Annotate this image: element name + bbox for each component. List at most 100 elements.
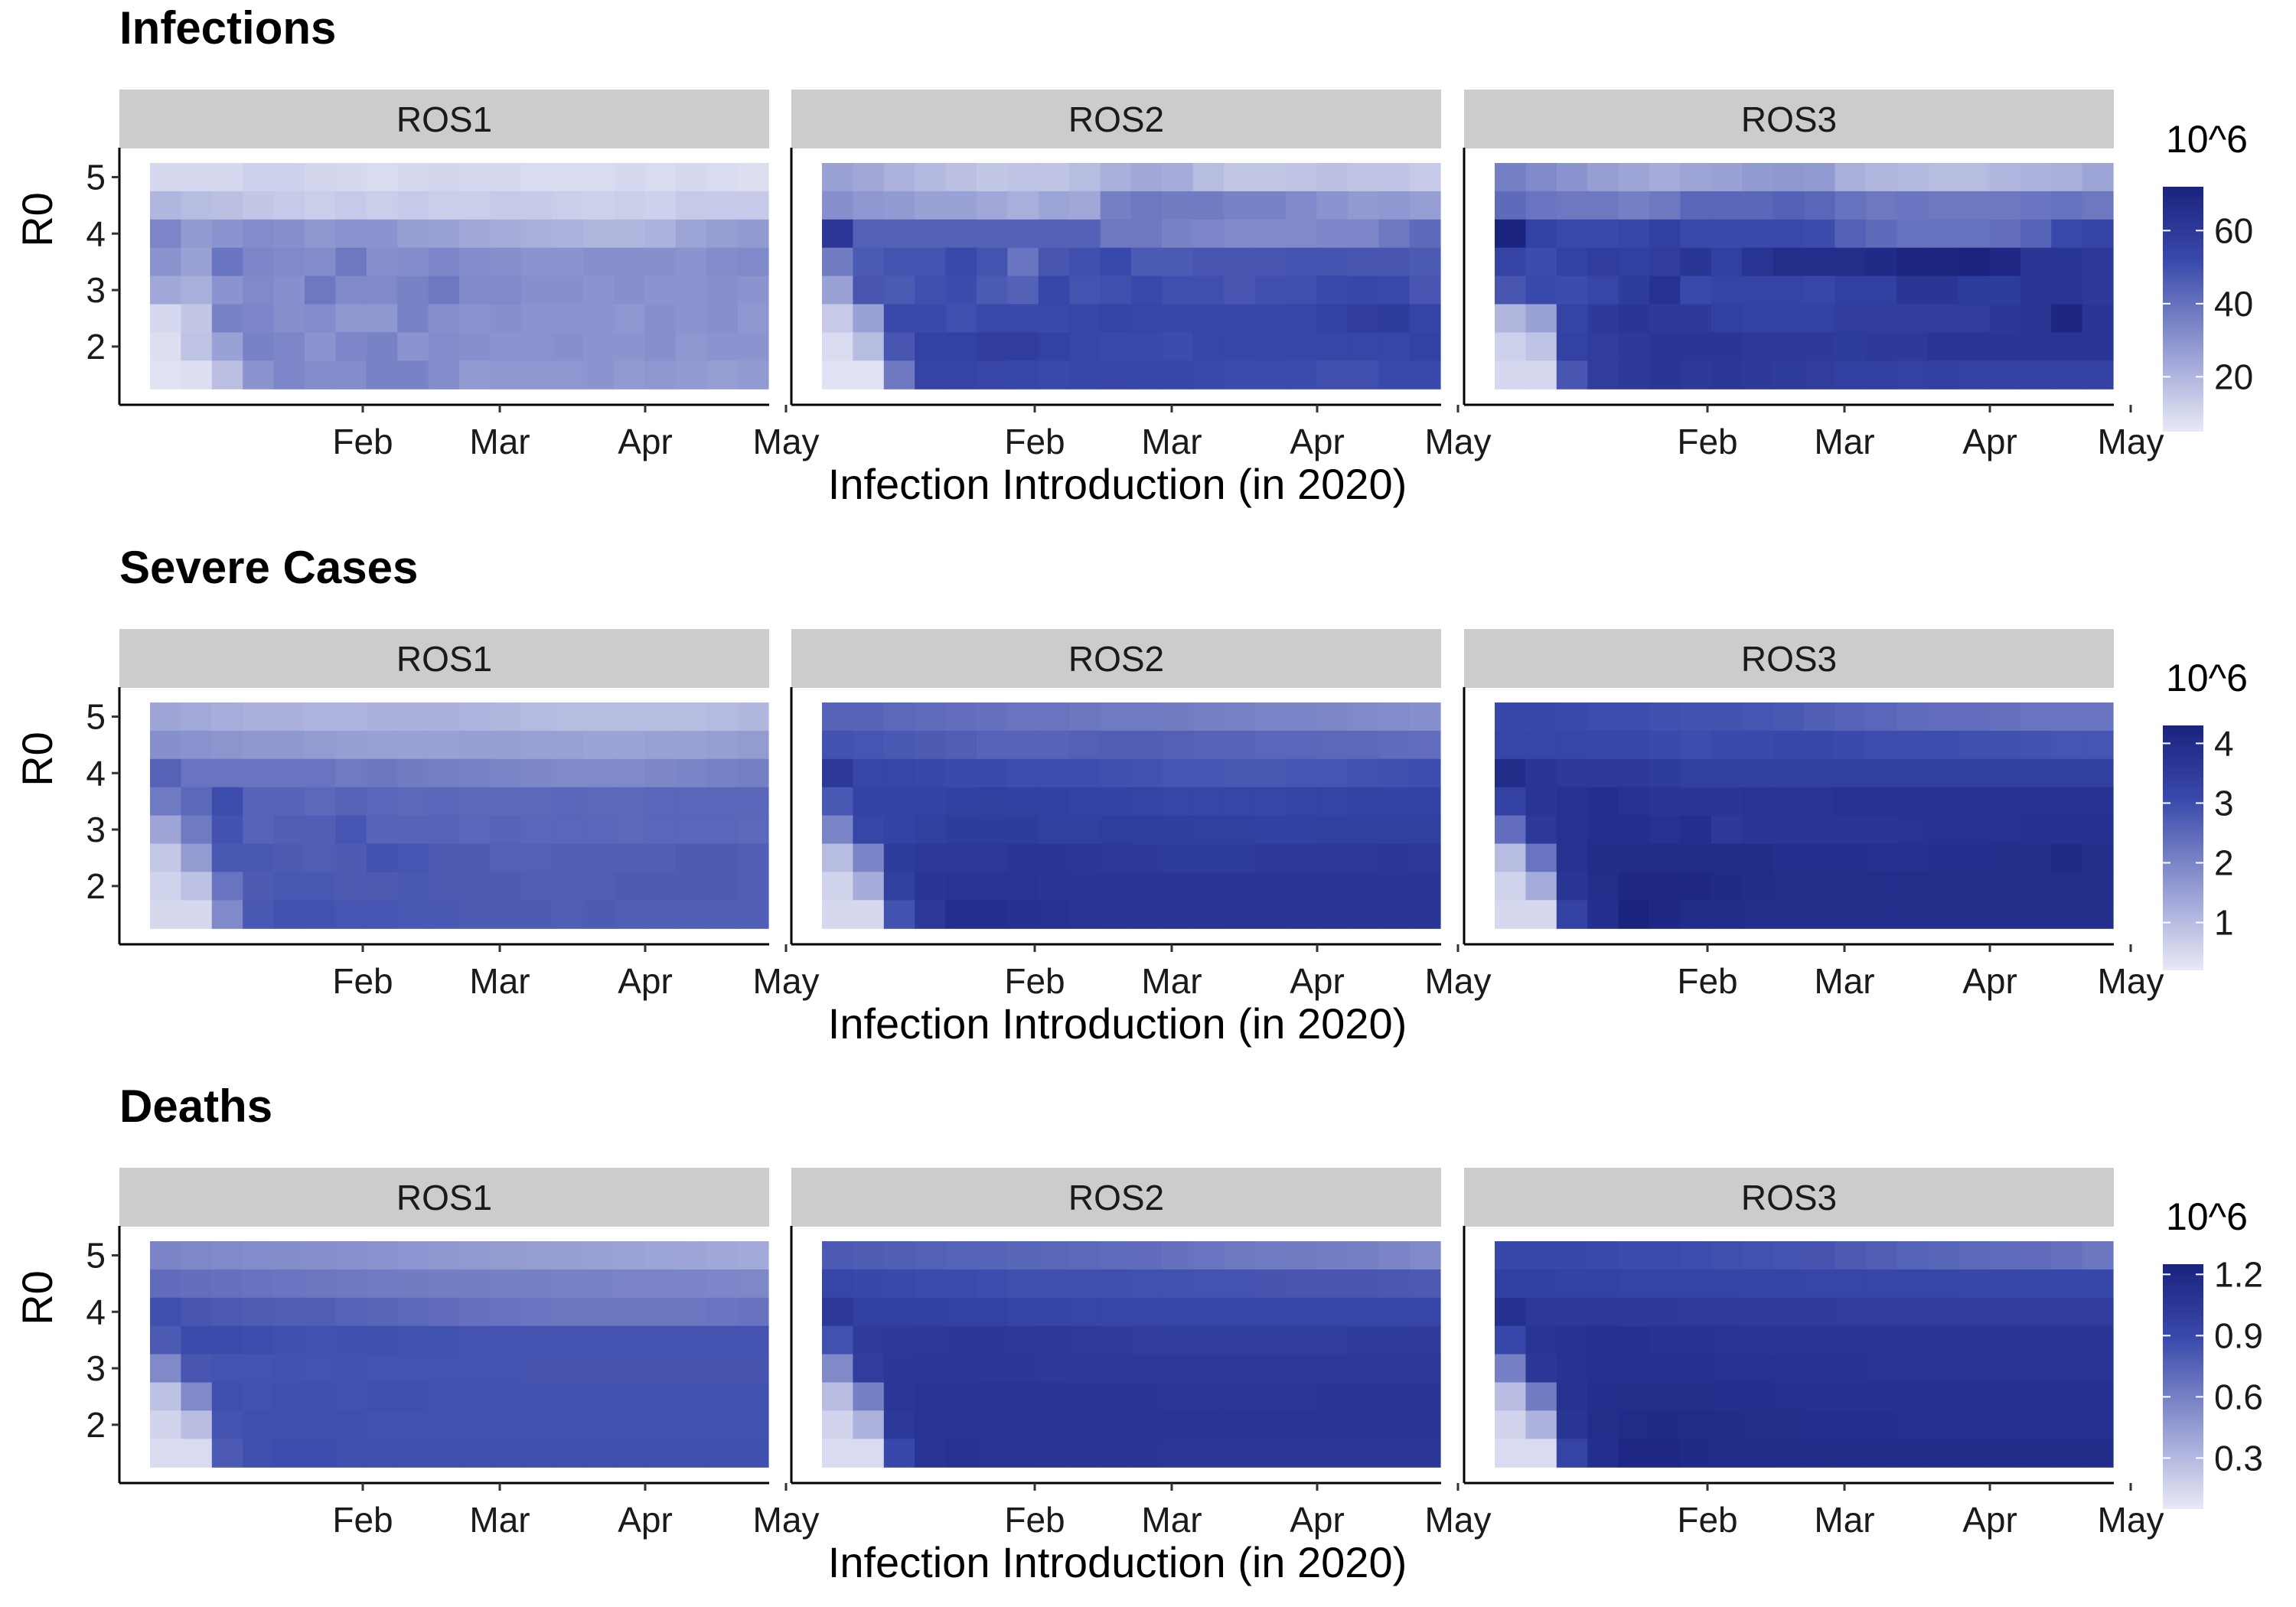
heatmap-cell — [1192, 332, 1225, 361]
heatmap-cell — [675, 1241, 707, 1270]
heatmap-cell — [1409, 219, 1441, 249]
legend-tick-label: 40 — [2214, 284, 2253, 324]
heatmap-cell — [1100, 1241, 1132, 1270]
heatmap-cell — [150, 247, 181, 277]
heatmap-cell — [1131, 275, 1163, 305]
facet-strip — [791, 1168, 1441, 1227]
heatmap-cell — [1587, 758, 1619, 788]
heatmap-cell — [1100, 275, 1132, 305]
heatmap-cell — [1224, 872, 1256, 901]
heatmap-cell — [582, 1439, 615, 1468]
heatmap-cell — [675, 1439, 707, 1468]
heatmap-cell — [883, 787, 915, 817]
heatmap-cell — [853, 1241, 885, 1270]
x-tick-label: Feb — [1677, 961, 1737, 1001]
heatmap-cell — [1409, 275, 1441, 305]
heatmap-cell — [273, 702, 305, 732]
heatmap-cell — [1286, 872, 1317, 901]
heatmap-cell — [490, 304, 522, 333]
heatmap-cell — [2020, 163, 2052, 192]
heatmap-cell — [853, 787, 885, 817]
heatmap-cell — [737, 275, 769, 305]
heatmap-cell — [1835, 872, 1867, 901]
heatmap-cell — [1896, 1439, 1929, 1468]
heatmap-cell — [1224, 304, 1256, 333]
heatmap-cell — [675, 332, 707, 361]
heatmap-cell — [706, 275, 739, 305]
heatmap-cell — [1069, 900, 1101, 929]
heatmap-cell — [1680, 247, 1712, 277]
heatmap-cell — [2082, 758, 2114, 788]
heatmap-cell — [1556, 815, 1588, 845]
heatmap-cell — [706, 787, 739, 817]
heatmap-cell — [1989, 1269, 2021, 1299]
heatmap-cell — [1378, 304, 1411, 333]
heatmap-cell — [945, 730, 977, 760]
heatmap-cell — [675, 247, 707, 277]
heatmap-cell — [822, 872, 853, 901]
heatmap-cell — [977, 247, 1008, 277]
heatmap-cell — [737, 1382, 769, 1411]
facet-strip — [791, 90, 1441, 148]
heatmap-cell — [397, 787, 429, 817]
heatmap-cell — [2082, 900, 2114, 929]
heatmap-cell — [1224, 275, 1256, 305]
heatmap-cell — [181, 787, 213, 817]
heatmap-cell — [1007, 163, 1039, 192]
heatmap-cell — [1378, 360, 1411, 390]
heatmap-cell — [1525, 304, 1557, 333]
heatmap-cell — [1378, 758, 1411, 788]
heatmap-cell — [243, 900, 275, 929]
heatmap-cell — [1347, 1241, 1379, 1270]
x-tick-label: May — [753, 961, 820, 1001]
heatmap-cell — [490, 275, 522, 305]
heatmap-cell — [1865, 191, 1897, 220]
heatmap-cell — [1711, 1297, 1743, 1327]
heatmap-cell — [520, 1439, 553, 1468]
panel-title: Deaths — [119, 1081, 272, 1132]
heatmap-cell — [1804, 1325, 1835, 1355]
heatmap-cell — [1742, 1382, 1774, 1411]
heatmap-cell — [1773, 1241, 1805, 1270]
heatmap-cell — [490, 1382, 522, 1411]
heatmap-cell — [1224, 1382, 1256, 1411]
heatmap-cell — [822, 1269, 853, 1299]
heatmap-cell — [644, 787, 677, 817]
heatmap-cell — [1162, 304, 1194, 333]
heatmap-cell — [1680, 787, 1712, 817]
panel-title: Infections — [119, 2, 336, 54]
heatmap-cell — [1347, 758, 1379, 788]
legend-title: 10^6 — [2166, 1195, 2248, 1238]
heatmap-cell — [644, 247, 677, 277]
x-tick-label: Feb — [1677, 422, 1737, 461]
heatmap-cell — [1162, 191, 1194, 220]
heatmap-cell — [1958, 843, 1990, 872]
heatmap-cell — [1927, 872, 1959, 901]
heatmap-cell — [150, 1439, 181, 1468]
heatmap-cell — [1347, 1439, 1379, 1468]
heatmap-cell — [644, 360, 677, 390]
heatmap-cell — [853, 1269, 885, 1299]
heatmap-cell — [1069, 332, 1101, 361]
heatmap-cell — [1038, 900, 1070, 929]
heatmap-cell — [1007, 815, 1039, 845]
heatmap-cell — [1958, 1439, 1990, 1468]
heatmap-cell — [1742, 304, 1774, 333]
heatmap-cell — [1254, 730, 1287, 760]
heatmap-cell — [883, 275, 915, 305]
heatmap-cell — [552, 304, 584, 333]
heatmap-cell — [1742, 1354, 1774, 1384]
heatmap-cell — [1649, 815, 1681, 845]
heatmap-cell — [706, 900, 739, 929]
heatmap-cell — [1711, 702, 1743, 732]
heatmap-cell — [1495, 275, 1526, 305]
heatmap-cell — [1254, 815, 1287, 845]
heatmap-cell — [1618, 1297, 1650, 1327]
heatmap-cell — [1804, 787, 1835, 817]
heatmap-cell — [614, 332, 645, 361]
heatmap-cell — [428, 815, 460, 845]
heatmap-cell — [977, 1297, 1008, 1327]
heatmap-cell — [1989, 332, 2021, 361]
heatmap-cell — [520, 360, 553, 390]
heatmap-cell — [822, 843, 853, 872]
